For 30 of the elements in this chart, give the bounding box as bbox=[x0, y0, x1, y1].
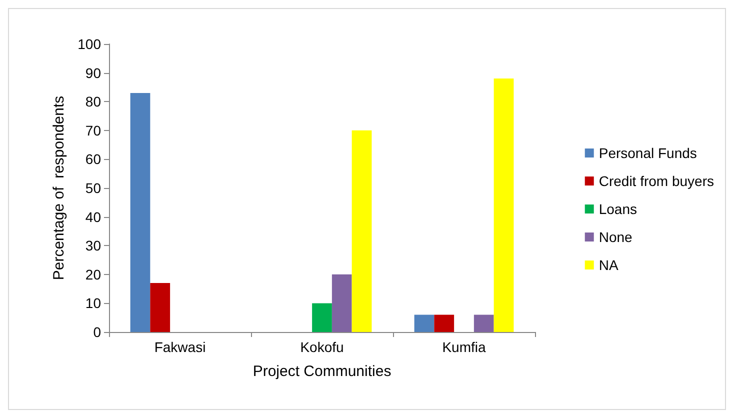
y-tick-label: 20 bbox=[85, 266, 102, 282]
y-tick-label: 60 bbox=[85, 151, 102, 168]
x-tick-label: Fakwasi bbox=[154, 339, 206, 355]
bar bbox=[150, 283, 170, 332]
bar bbox=[414, 314, 434, 332]
bar bbox=[474, 314, 494, 332]
bar bbox=[130, 92, 150, 332]
bar bbox=[494, 78, 514, 332]
x-axis-title: Project Communities bbox=[252, 363, 392, 380]
y-tick-label: 30 bbox=[85, 238, 102, 254]
y-tick-label: 70 bbox=[85, 122, 102, 138]
legend-label: Loans bbox=[598, 201, 638, 217]
bar bbox=[312, 303, 332, 332]
bar bbox=[332, 274, 352, 332]
bar bbox=[434, 314, 454, 332]
legend-label: Credit from buyers bbox=[598, 173, 714, 189]
y-tick-label: 90 bbox=[85, 64, 102, 81]
bar bbox=[352, 130, 372, 332]
y-tick-label: 10 bbox=[85, 295, 102, 312]
x-tick-label: Kokofu bbox=[300, 339, 344, 355]
legend-label: NA bbox=[598, 257, 619, 273]
y-tick-label: 100 bbox=[78, 36, 102, 52]
y-axis-title: Percentage of respondents bbox=[50, 96, 68, 280]
y-tick-label: 50 bbox=[85, 180, 102, 196]
x-tick-label: Kumfia bbox=[442, 339, 486, 355]
legend-label: None bbox=[598, 229, 633, 245]
legend-label: Personal Funds bbox=[598, 145, 697, 161]
y-tick-label: 40 bbox=[85, 208, 102, 225]
y-tick-label: 0 bbox=[93, 324, 102, 340]
y-tick-label: 80 bbox=[85, 94, 102, 110]
